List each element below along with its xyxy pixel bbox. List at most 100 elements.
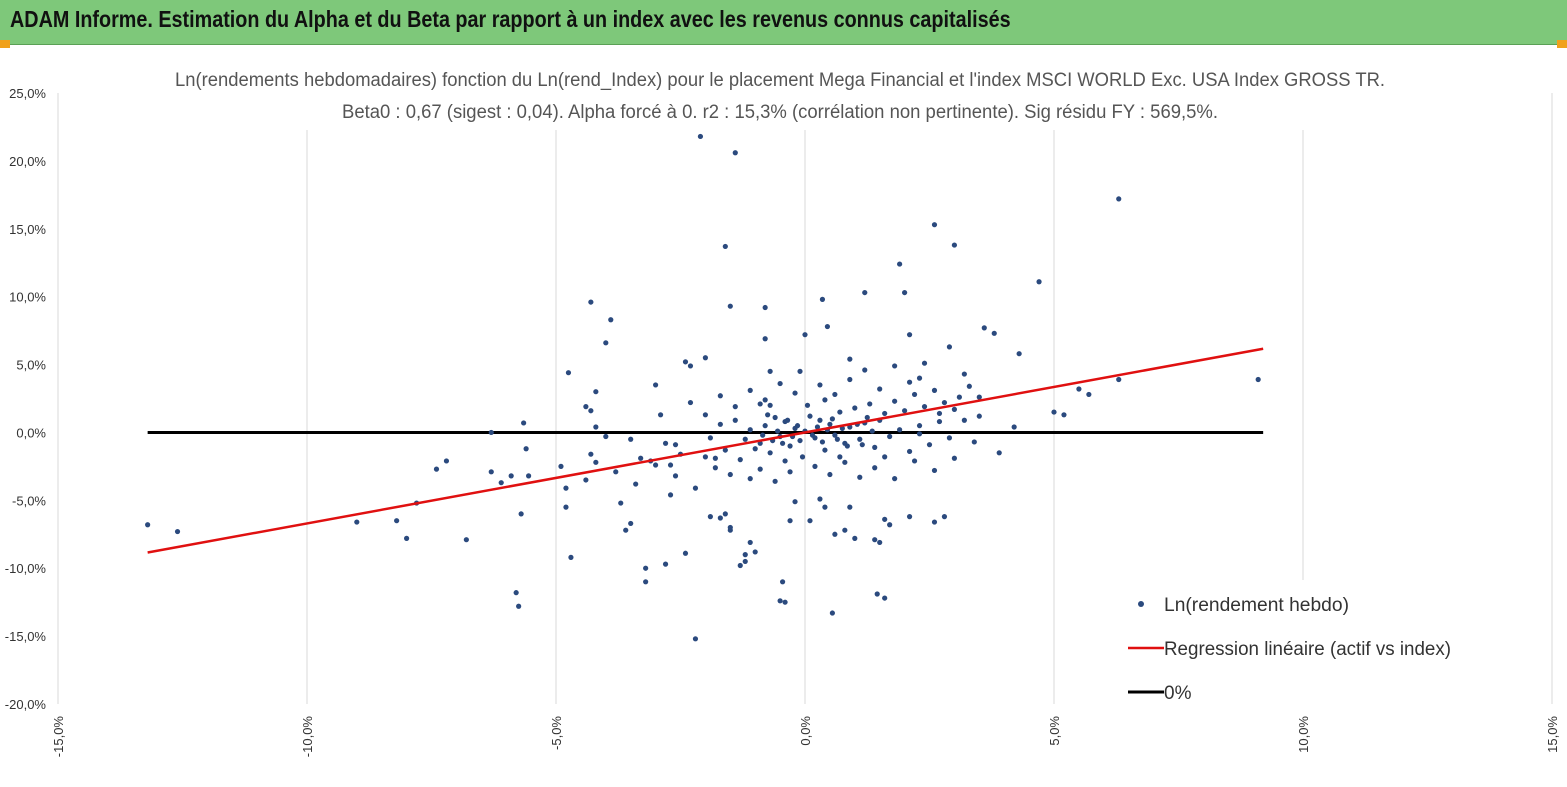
title-background <box>168 62 1408 130</box>
corner-accent-left <box>0 40 10 48</box>
data-point-94 <box>887 522 893 528</box>
data-point-181 <box>613 469 619 475</box>
data-point-160 <box>941 399 948 406</box>
data-point-57 <box>727 524 733 531</box>
y-tick-label-8: -15,0% <box>5 629 47 644</box>
data-point-210 <box>732 404 738 410</box>
data-point-79 <box>819 296 826 302</box>
data-point-137 <box>827 421 833 427</box>
data-point-37 <box>628 520 634 527</box>
data-point-194 <box>892 476 898 482</box>
data-point-156 <box>921 404 928 410</box>
data-point-202 <box>877 386 883 392</box>
data-point-78 <box>817 496 823 502</box>
data-point-39 <box>643 579 649 585</box>
data-point-161 <box>946 435 953 441</box>
data-point-20 <box>563 504 569 510</box>
data-point-22 <box>568 554 574 560</box>
data-point-166 <box>971 439 977 445</box>
data-point-238 <box>837 454 843 460</box>
data-point-218 <box>794 423 801 429</box>
x-tick-label-6: 15,0% <box>1545 716 1560 753</box>
data-point-82 <box>829 610 835 616</box>
data-point-91 <box>882 595 888 601</box>
data-point-215 <box>814 424 821 430</box>
data-point-193 <box>872 465 878 471</box>
data-point-195 <box>911 458 918 464</box>
data-point-29 <box>603 340 609 346</box>
data-point-233 <box>869 428 875 434</box>
y-tick-label-6: -5,0% <box>12 493 46 508</box>
data-point-114 <box>1061 412 1067 418</box>
data-point-182 <box>692 485 699 491</box>
data-point-170 <box>717 421 723 427</box>
data-point-9 <box>488 429 494 436</box>
data-point-159 <box>936 418 943 425</box>
data-point-149 <box>887 433 893 440</box>
header-banner: ADAM Informe. Estimation du Alpha et du … <box>0 0 1567 45</box>
data-point-162 <box>951 406 958 412</box>
y-tick-label-2: 15,0% <box>9 222 46 237</box>
corner-accent-right <box>1557 40 1567 48</box>
data-point-98 <box>906 332 913 338</box>
data-point-122 <box>752 446 758 452</box>
data-point-93 <box>882 516 888 522</box>
data-point-154 <box>911 391 918 398</box>
data-point-60 <box>727 303 733 309</box>
data-point-87 <box>852 535 858 541</box>
data-point-53 <box>712 455 718 461</box>
data-point-146 <box>872 444 878 450</box>
data-point-220 <box>784 417 791 423</box>
data-point-143 <box>857 436 863 442</box>
data-point-23 <box>565 370 572 376</box>
data-point-85 <box>847 356 853 362</box>
y-tick-label-7: -10,0% <box>5 561 47 576</box>
data-point-64 <box>747 539 753 546</box>
data-point-157 <box>926 442 933 448</box>
data-point-96 <box>902 289 908 296</box>
data-point-15 <box>518 511 524 517</box>
data-point-97 <box>906 514 913 520</box>
x-axis-tick-labels: -15,0% -10,0% -5,0% 0,0% 5,0% 10,0% 15,0% <box>51 716 1560 758</box>
data-point-19 <box>558 463 564 469</box>
data-point-226 <box>775 428 781 434</box>
data-point-68 <box>762 336 768 342</box>
x-tick-label-2: -5,0% <box>549 716 564 750</box>
data-point-118 <box>1116 196 1122 202</box>
data-point-139 <box>837 409 843 415</box>
data-point-24 <box>583 477 589 483</box>
data-point-138 <box>832 432 838 438</box>
data-point-86 <box>847 504 853 510</box>
data-point-35 <box>618 500 624 506</box>
data-point-151 <box>897 427 903 433</box>
data-point-165 <box>966 383 972 389</box>
data-point-0 <box>145 522 151 528</box>
data-point-223 <box>834 436 840 442</box>
data-point-117 <box>1116 376 1122 383</box>
data-point-203 <box>892 363 898 369</box>
chart-title-line1: Ln(rendements hebdomadaires) fonction du… <box>175 70 1385 91</box>
data-point-174 <box>737 457 743 463</box>
x-tick-label-4: 5,0% <box>1047 716 1062 746</box>
data-point-80 <box>822 504 828 510</box>
data-point-213 <box>687 399 694 406</box>
data-point-142 <box>852 405 858 411</box>
data-point-109 <box>996 450 1002 456</box>
data-point-236 <box>822 397 828 403</box>
data-point-38 <box>643 565 649 571</box>
data-point-225 <box>844 443 850 449</box>
x-tick-label-0: -15,0% <box>51 716 66 758</box>
data-point-209 <box>747 387 753 393</box>
data-point-214 <box>809 432 816 438</box>
data-point-221 <box>779 440 786 446</box>
data-point-148 <box>882 410 888 417</box>
data-point-232 <box>864 414 870 421</box>
data-point-1 <box>174 528 181 535</box>
legend-label-regression: Regression linéaire (actif vs index) <box>1164 639 1451 660</box>
data-point-95 <box>897 261 903 267</box>
data-point-133 <box>807 413 813 419</box>
data-point-116 <box>1086 391 1092 398</box>
data-point-30 <box>608 317 614 323</box>
data-point-4 <box>404 535 410 541</box>
